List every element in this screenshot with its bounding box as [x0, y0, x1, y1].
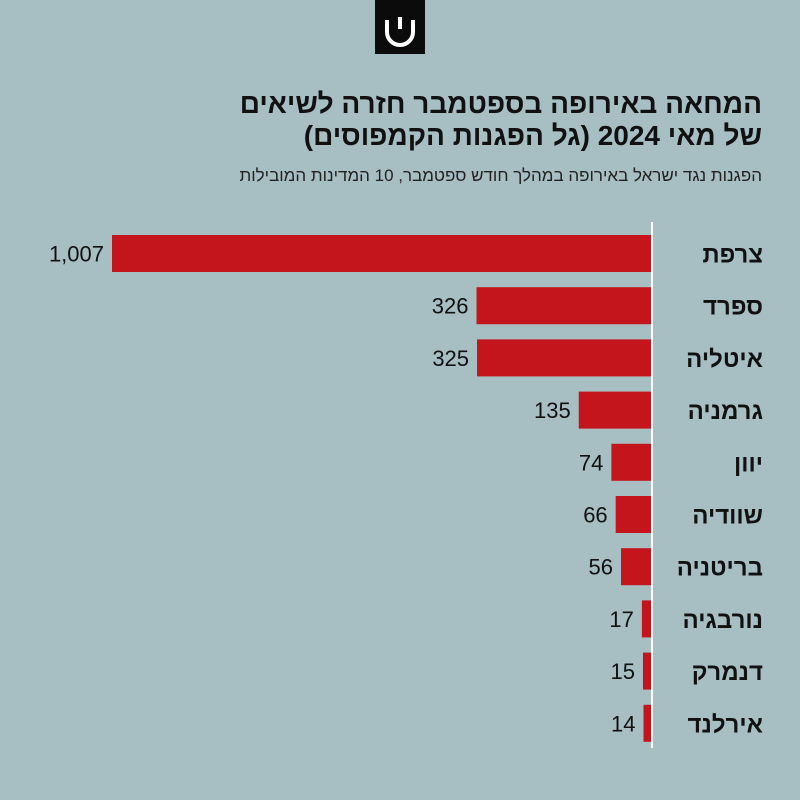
chart-title-line-2: של מאי 2024 (גל הפגנות הקמפוסים)	[303, 120, 762, 151]
bar-1	[476, 287, 651, 325]
chart-title: המחאה באירופה בספטמבר חזרה לשיאים של מאי…	[42, 88, 762, 152]
category-label-7: נורבגיה	[682, 607, 763, 634]
value-label-5: 66	[583, 503, 607, 528]
bar-0	[112, 235, 651, 272]
bar-3	[578, 391, 651, 429]
value-label-4: 74	[579, 450, 603, 475]
chart-title-line-1: המחאה באירופה בספטמבר חזרה לשיאים	[239, 88, 762, 119]
category-label-6: בריטניה	[677, 555, 763, 582]
bar-2	[477, 339, 651, 377]
bar-9	[643, 704, 651, 742]
bar-4	[611, 443, 651, 481]
value-label-0: 1,007	[49, 242, 104, 267]
bar-6	[621, 548, 651, 586]
category-label-2: איטליה	[686, 346, 763, 373]
value-label-7: 17	[609, 607, 633, 632]
brand-logo	[375, 0, 425, 54]
chart-subtitle: הפגנות נגד ישראל באירופה במהלך חודש ספטמ…	[239, 166, 762, 185]
category-label-3: גרמניה	[688, 398, 763, 425]
bar-8	[642, 652, 651, 690]
value-label-8: 15	[610, 659, 634, 684]
category-label-1: ספרד	[703, 294, 763, 321]
value-label-9: 14	[611, 711, 635, 736]
bar-7	[641, 600, 651, 638]
category-label-8: דנמרק	[692, 659, 763, 686]
value-label-2: 325	[432, 346, 469, 371]
bar-5	[615, 496, 651, 533]
value-label-3: 135	[534, 398, 571, 423]
category-label-0: צרפת	[702, 242, 763, 269]
logo-mark-icon	[385, 17, 415, 47]
category-label-9: אירלנד	[688, 711, 763, 738]
category-label-4: יוון	[734, 450, 763, 477]
value-label-6: 56	[589, 555, 613, 580]
category-label-5: שוודיה	[692, 503, 763, 530]
value-label-1: 326	[432, 294, 469, 319]
